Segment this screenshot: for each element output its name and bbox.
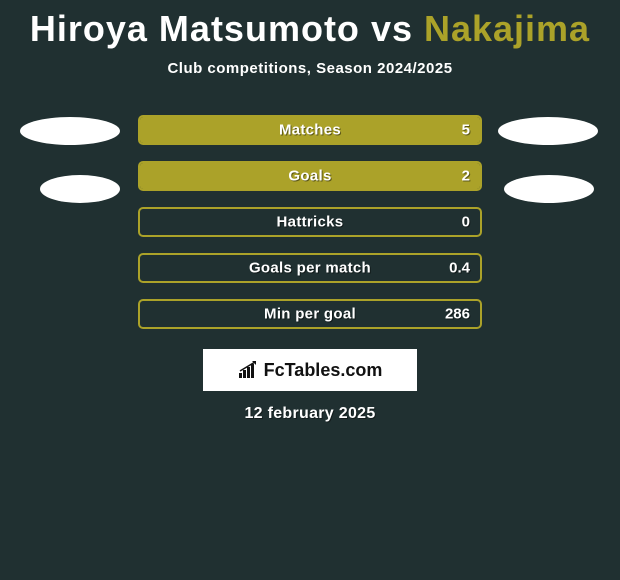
ellipse-decoration bbox=[20, 117, 120, 145]
stat-bar: Hattricks0 bbox=[138, 207, 482, 237]
subtitle: Club competitions, Season 2024/2025 bbox=[0, 60, 620, 77]
brand-badge: FcTables.com bbox=[203, 349, 417, 391]
stat-value: 5 bbox=[462, 122, 470, 139]
left-decoration bbox=[12, 115, 124, 329]
stat-bar: Goals2 bbox=[138, 161, 482, 191]
ellipse-decoration bbox=[504, 175, 594, 203]
ellipse-decoration bbox=[498, 117, 598, 145]
comparison-infographic: Hiroya Matsumoto vs Nakajima Club compet… bbox=[0, 0, 620, 423]
player2-name: Nakajima bbox=[424, 8, 590, 49]
stat-value: 2 bbox=[462, 168, 470, 185]
stat-label: Goals bbox=[140, 168, 480, 185]
vs-text: vs bbox=[360, 8, 424, 49]
chart-up-icon bbox=[238, 361, 260, 379]
stat-value: 0.4 bbox=[449, 260, 470, 277]
right-decoration bbox=[496, 115, 608, 329]
ellipse-decoration bbox=[40, 175, 120, 203]
stat-bars: Matches5Goals2Hattricks0Goals per match0… bbox=[138, 115, 482, 329]
stat-label: Matches bbox=[140, 122, 480, 139]
stat-label: Min per goal bbox=[140, 306, 480, 323]
page-title: Hiroya Matsumoto vs Nakajima bbox=[0, 8, 620, 50]
stat-bar: Min per goal286 bbox=[138, 299, 482, 329]
stat-label: Hattricks bbox=[140, 214, 480, 231]
stat-bar: Goals per match0.4 bbox=[138, 253, 482, 283]
stat-value: 286 bbox=[445, 306, 470, 323]
stat-value: 0 bbox=[462, 214, 470, 231]
player1-name: Hiroya Matsumoto bbox=[30, 8, 360, 49]
stat-label: Goals per match bbox=[140, 260, 480, 277]
date-text: 12 february 2025 bbox=[0, 405, 620, 423]
stats-area: Matches5Goals2Hattricks0Goals per match0… bbox=[0, 115, 620, 329]
brand-text: FcTables.com bbox=[264, 360, 383, 381]
stat-bar: Matches5 bbox=[138, 115, 482, 145]
